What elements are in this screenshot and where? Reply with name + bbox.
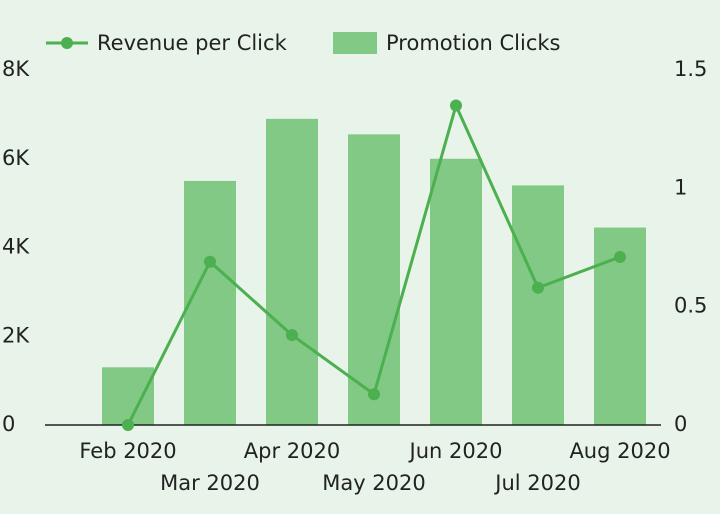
x-tick-label: Mar 2020 (160, 471, 260, 495)
bar (512, 185, 564, 425)
point (532, 281, 544, 294)
bar (430, 158, 482, 425)
bar (266, 118, 318, 425)
point (204, 255, 216, 268)
y2-tick-label: 1 (674, 175, 687, 199)
y-tick-label: 6K (2, 146, 30, 170)
y-tick-label: 0 (2, 412, 15, 436)
bar (184, 180, 236, 425)
y-tick-label: 2K (2, 323, 30, 347)
x-tick-label: Aug 2020 (569, 439, 670, 463)
legend-label: Promotion Clicks (386, 31, 561, 55)
point (450, 99, 462, 112)
point (368, 388, 380, 401)
y2-tick-label: 1.5 (674, 57, 707, 81)
point (286, 329, 298, 342)
y-tick-label: 8K (2, 57, 30, 81)
x-tick-label: May 2020 (322, 471, 426, 495)
bar (102, 367, 154, 425)
x-tick-label: Feb 2020 (79, 439, 176, 463)
x-tick-label: Jul 2020 (493, 471, 580, 495)
legend-point (61, 37, 73, 49)
point (614, 250, 626, 263)
y-tick-label: 4K (2, 235, 30, 259)
point (122, 419, 134, 431)
legend-swatch (333, 32, 377, 54)
y2-tick-label: 0 (674, 412, 687, 436)
bar (348, 134, 400, 425)
y2-tick-label: 0.5 (674, 294, 707, 318)
x-tick-label: Apr 2020 (244, 439, 340, 463)
legend-label: Revenue per Click (97, 31, 288, 55)
x-tick-label: Jun 2020 (408, 439, 503, 463)
